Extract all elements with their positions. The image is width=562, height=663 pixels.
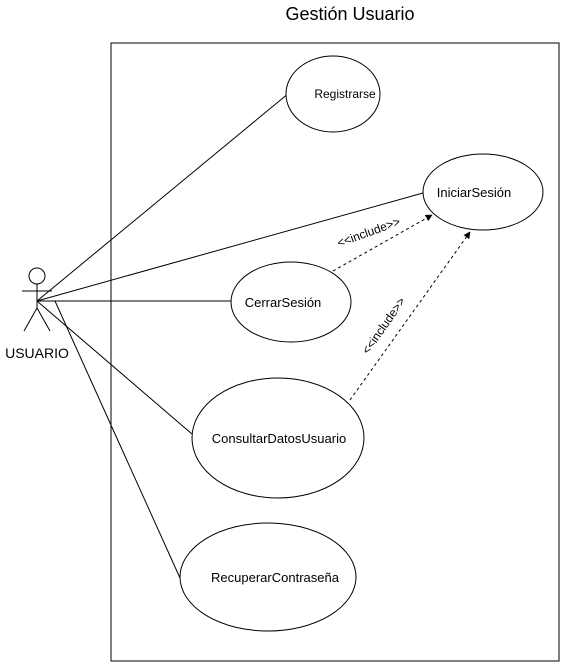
actor-label: USUARIO (5, 345, 69, 361)
use-case-registrarse-shape (285, 55, 381, 133)
use-case-consultar-datos-label: ConsultarDatosUsuario (212, 431, 346, 446)
use-case-recuperar-contrasena-label: RecuperarContraseña (211, 570, 340, 585)
use-case-iniciar-sesion-shape (422, 153, 544, 231)
use-case-cerrar-sesion-shape (230, 261, 352, 343)
association-registrarse (36, 92, 290, 302)
actor-figure (22, 267, 52, 332)
use-case-cerrar-sesion: CerrarSesión (230, 261, 352, 343)
use-case-recuperar-contrasena: RecuperarContraseña (179, 522, 357, 632)
include-arrow-consultar (349, 231, 471, 401)
use-case-consultar-datos-shape (191, 377, 365, 499)
actor-head (28, 267, 46, 285)
use-case-iniciar-sesion: IniciarSesión (422, 153, 544, 231)
include-label-2: <<include>> (359, 295, 408, 357)
association-consultar-datos (36, 300, 193, 435)
use-case-recuperar-contrasena-shape (179, 522, 357, 632)
associations (36, 92, 424, 579)
association-recuperar-contrasena (54, 300, 181, 579)
system-boundary (110, 42, 560, 662)
use-case-iniciar-sesion-label: IniciarSesión (437, 185, 511, 200)
system-title: Gestión Usuario (285, 4, 414, 24)
use-case-consultar-datos: ConsultarDatosUsuario (191, 377, 365, 499)
use-case-registrarse-label: Registrarse (314, 87, 376, 101)
actor-leg-right (36, 307, 51, 332)
include-label-1: <<include>> (335, 214, 402, 250)
use-case-registrarse: Registrarse (285, 55, 381, 133)
use-case-cerrar-sesion-label: CerrarSesión (245, 295, 322, 310)
association-iniciar-sesion (36, 192, 424, 302)
include-arrow-cerrar (332, 214, 433, 272)
actor-leg-left (23, 307, 38, 332)
